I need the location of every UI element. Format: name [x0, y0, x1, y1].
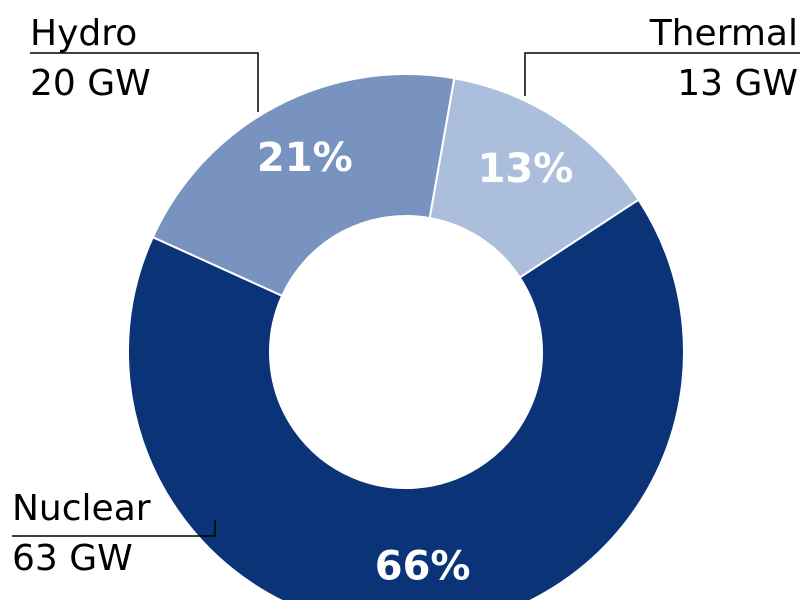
donut-slice	[127, 198, 685, 600]
leader-line	[30, 52, 259, 112]
percent-label: 21%	[257, 135, 353, 181]
donut-slice	[428, 77, 641, 279]
leader-line	[12, 520, 216, 537]
capacity-label: 63 GW	[12, 538, 133, 579]
capacity-label: 13 GW	[677, 63, 798, 104]
category-label: Thermal	[649, 13, 798, 54]
category-label: Nuclear	[12, 488, 151, 529]
category-label: Hydro	[30, 13, 137, 54]
capacity-label: 20 GW	[30, 63, 151, 104]
leader-line	[524, 52, 800, 96]
donut-slice	[151, 73, 456, 298]
percent-label: 13%	[478, 146, 574, 192]
percent-label: 66%	[375, 543, 471, 589]
